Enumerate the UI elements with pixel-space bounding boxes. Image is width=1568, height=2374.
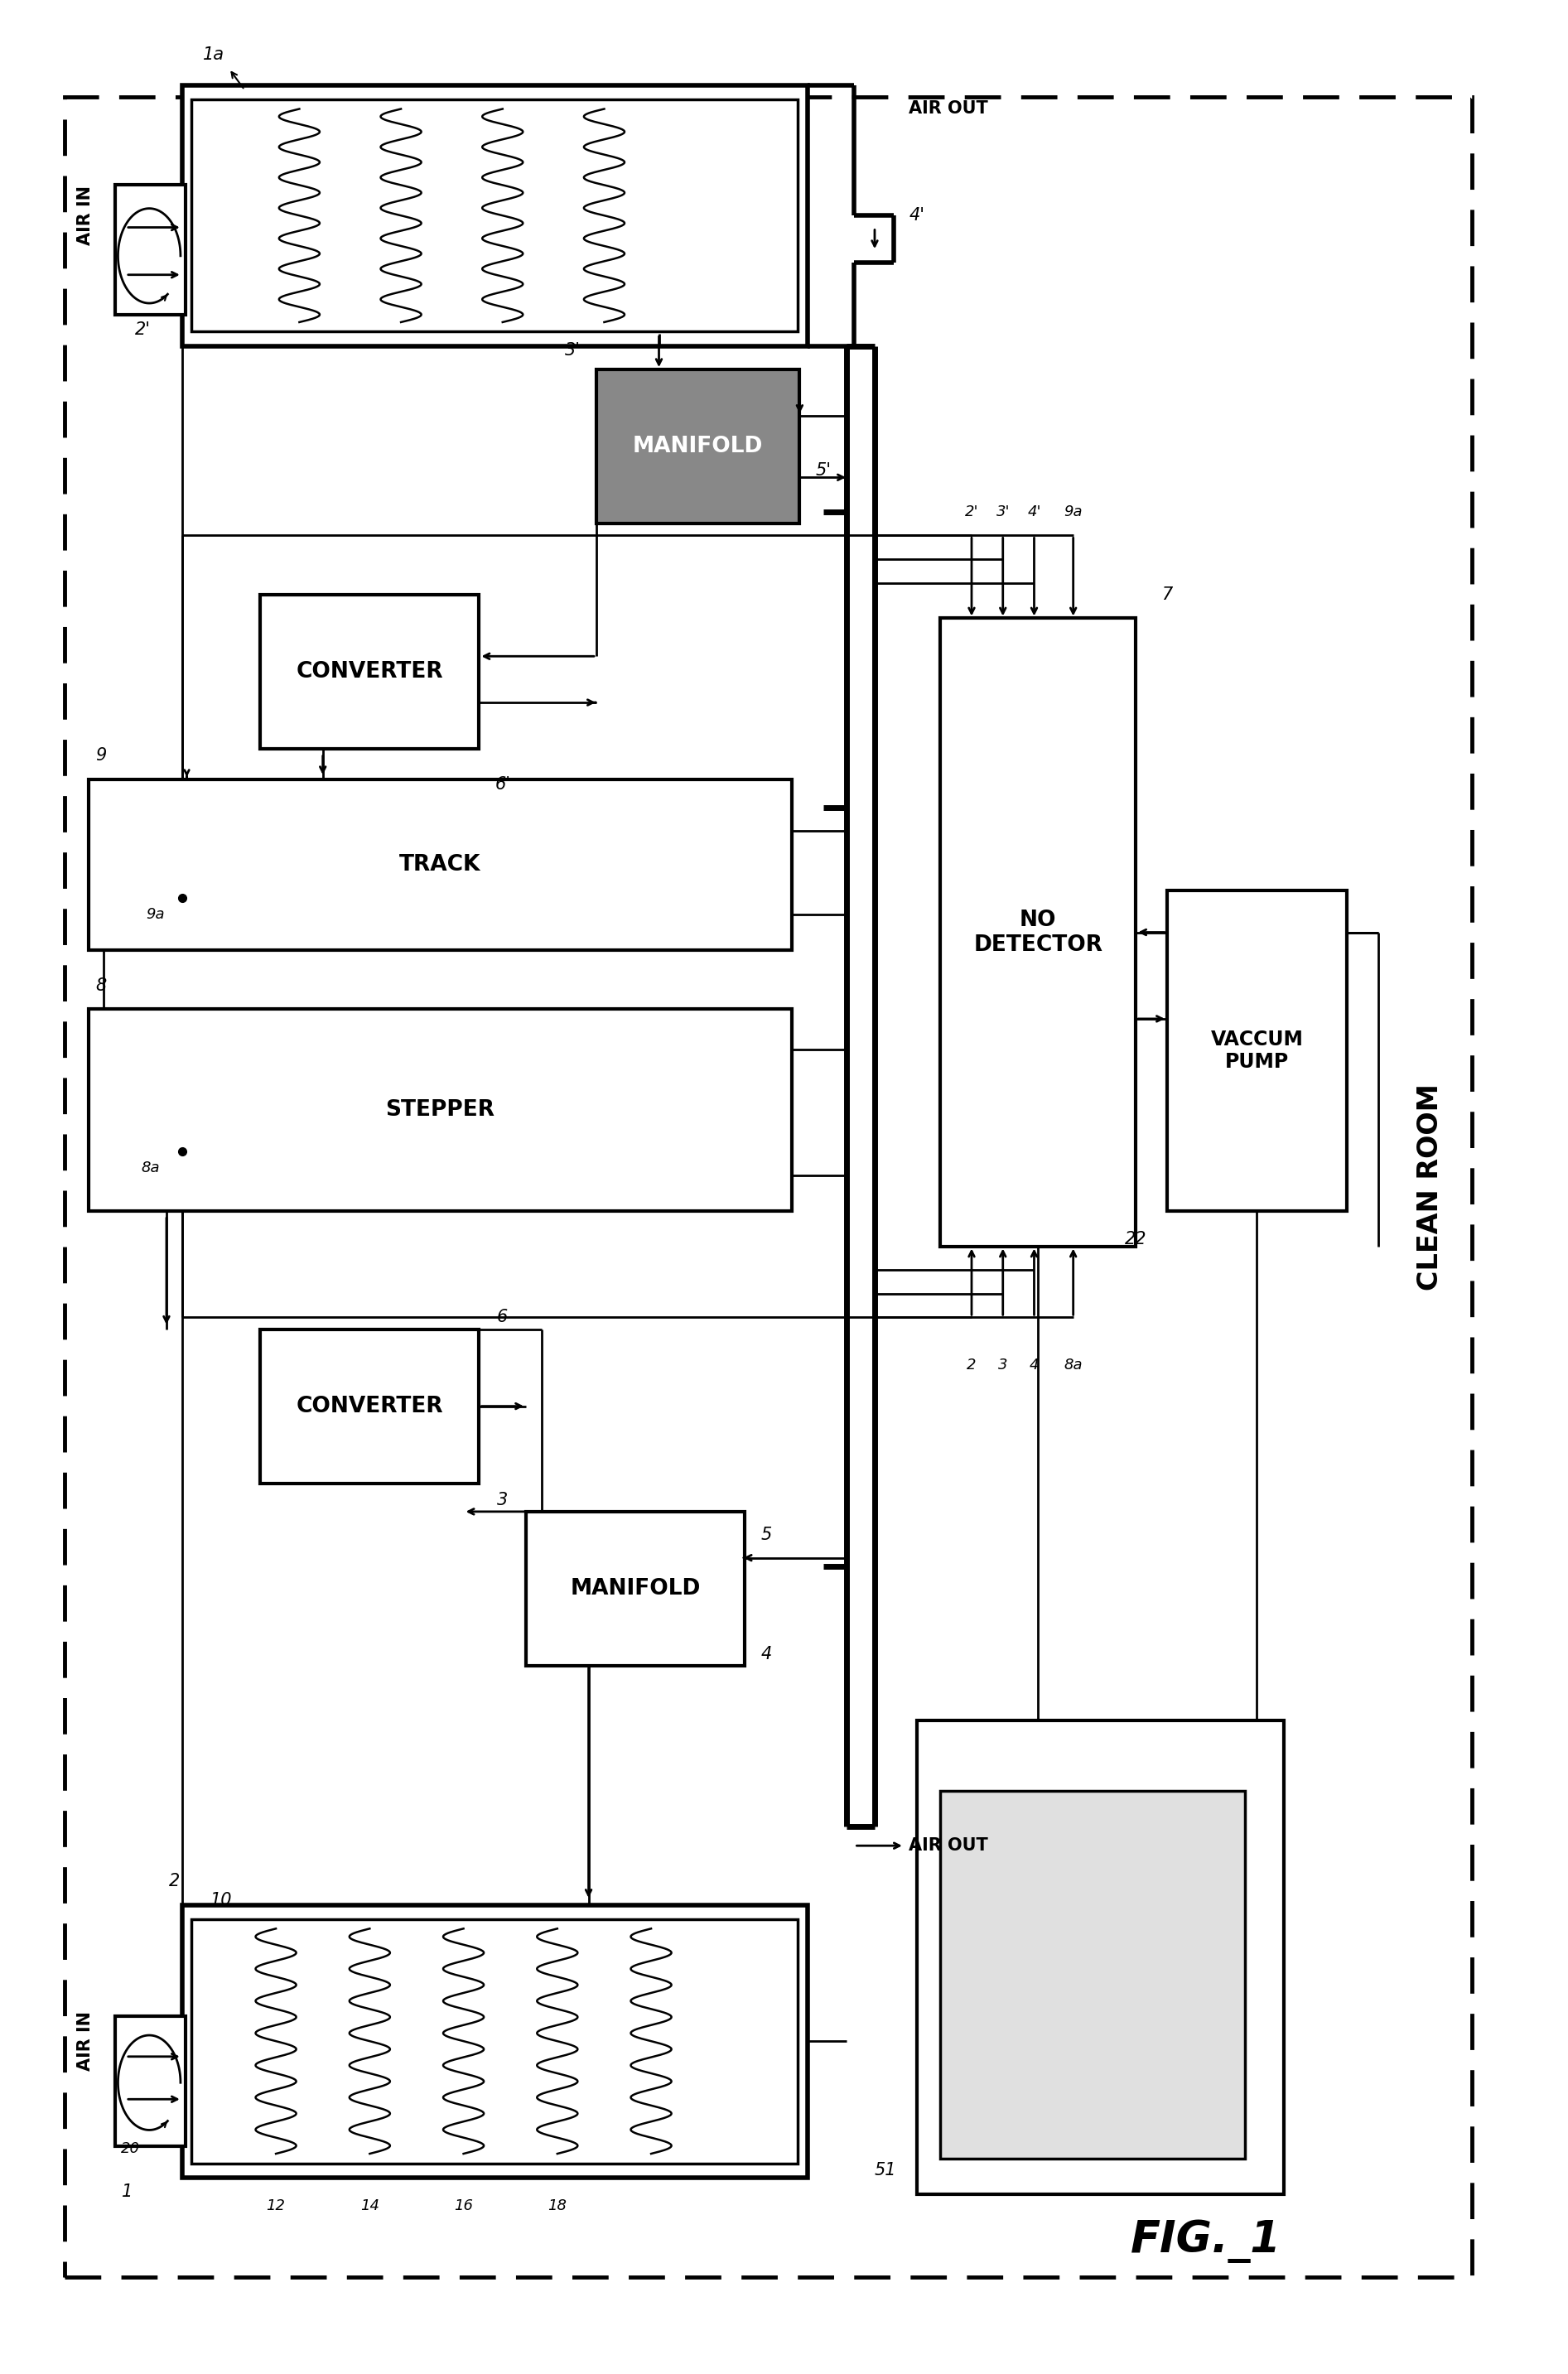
- Bar: [191, 100, 798, 332]
- Bar: [88, 1009, 792, 1211]
- Text: 9a: 9a: [146, 907, 165, 921]
- Bar: [917, 1721, 1284, 2194]
- Text: 18: 18: [547, 2198, 568, 2213]
- Text: AIR OUT: AIR OUT: [909, 100, 988, 116]
- Text: 5: 5: [760, 1526, 771, 1543]
- Text: VACCUM
PUMP: VACCUM PUMP: [1210, 1030, 1303, 1073]
- Text: STEPPER: STEPPER: [386, 1099, 495, 1121]
- Text: 6: 6: [497, 1308, 508, 1325]
- Text: 4: 4: [760, 1645, 771, 1662]
- Text: FIG._1: FIG._1: [1131, 2220, 1281, 2262]
- Bar: [114, 185, 185, 316]
- Bar: [182, 85, 808, 347]
- Text: 6': 6': [495, 776, 511, 793]
- Text: CONVERTER: CONVERTER: [296, 1396, 444, 1417]
- Text: 1a: 1a: [202, 45, 224, 62]
- Text: 4: 4: [1029, 1358, 1040, 1372]
- Bar: [182, 1904, 808, 2177]
- Text: 16: 16: [455, 2198, 474, 2213]
- Text: MANIFOLD: MANIFOLD: [633, 437, 764, 458]
- Text: 2': 2': [964, 503, 978, 520]
- Text: 14: 14: [361, 2198, 379, 2213]
- Text: 10: 10: [210, 1892, 232, 1909]
- Text: 8a: 8a: [141, 1161, 160, 1175]
- Bar: [941, 1792, 1245, 2158]
- Text: 3': 3': [564, 342, 580, 358]
- Text: NO
DETECTOR: NO DETECTOR: [974, 909, 1102, 954]
- Text: 5': 5': [815, 463, 831, 480]
- Text: 51: 51: [875, 2163, 897, 2179]
- Bar: [114, 2016, 185, 2146]
- Bar: [191, 1918, 798, 2163]
- Text: 2: 2: [967, 1358, 977, 1372]
- Text: TRACK: TRACK: [400, 855, 481, 876]
- Text: 2: 2: [169, 1873, 180, 1890]
- Text: CONVERTER: CONVERTER: [296, 660, 444, 681]
- Text: 1: 1: [122, 2184, 133, 2201]
- Text: 12: 12: [267, 2198, 285, 2213]
- Text: 3: 3: [497, 1491, 508, 1507]
- Text: 2': 2': [135, 320, 151, 337]
- Text: CLEAN ROOM: CLEAN ROOM: [1416, 1083, 1444, 1291]
- Text: AIR IN: AIR IN: [77, 185, 94, 245]
- Text: MANIFOLD: MANIFOLD: [571, 1579, 701, 1600]
- Text: AIR IN: AIR IN: [77, 2011, 94, 2070]
- Bar: [525, 1512, 745, 1667]
- Bar: [88, 779, 792, 950]
- Text: 9: 9: [96, 748, 107, 764]
- Text: 3: 3: [999, 1358, 1008, 1372]
- Text: 20: 20: [121, 2141, 140, 2156]
- Bar: [260, 1329, 480, 1484]
- Text: 22: 22: [1124, 1230, 1146, 1246]
- Text: AIR OUT: AIR OUT: [909, 1837, 988, 1854]
- Text: 8: 8: [96, 978, 107, 995]
- Bar: [941, 617, 1135, 1246]
- Bar: [596, 370, 800, 525]
- Text: 4': 4': [1027, 503, 1041, 520]
- Bar: [1167, 890, 1347, 1211]
- Text: 4': 4': [909, 207, 925, 223]
- Bar: [260, 594, 480, 748]
- Text: 7: 7: [1162, 586, 1173, 603]
- Text: 9a: 9a: [1065, 503, 1082, 520]
- Text: 3': 3': [996, 503, 1010, 520]
- Text: 8a: 8a: [1065, 1358, 1082, 1372]
